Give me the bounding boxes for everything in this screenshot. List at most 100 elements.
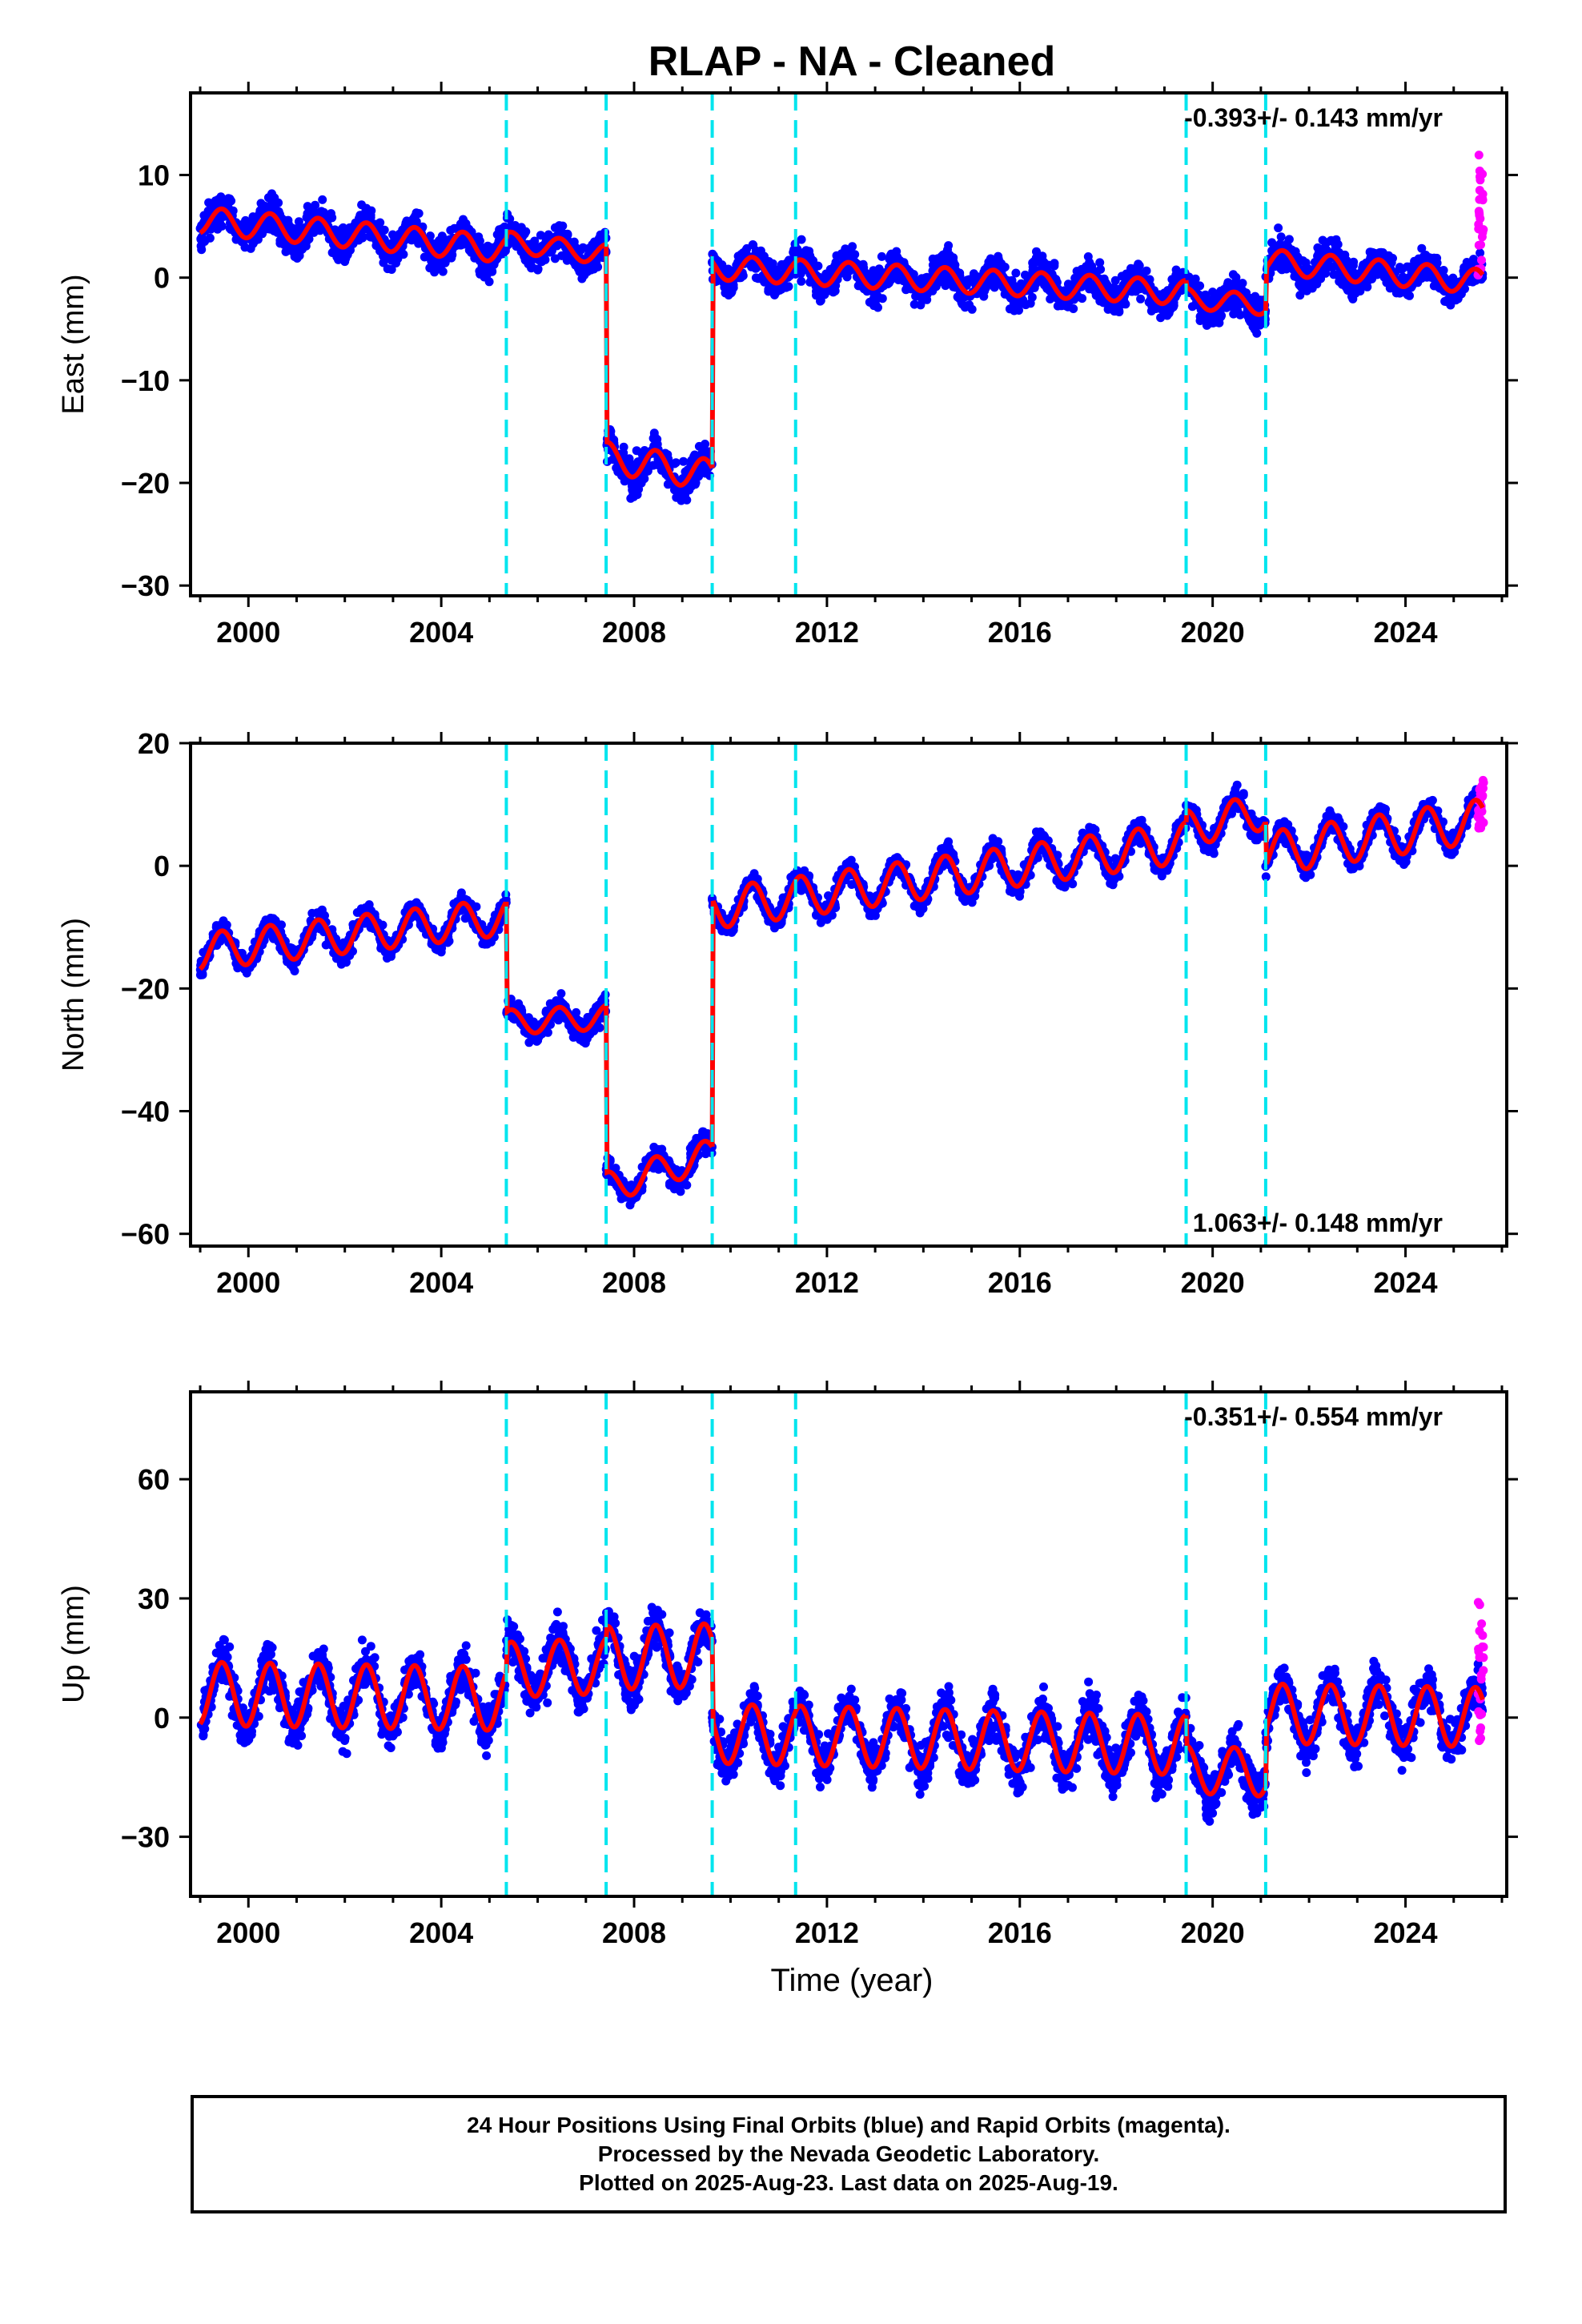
data-point: [1095, 258, 1105, 267]
data-point: [345, 223, 355, 232]
east-panel: 2000 2004 2008 2012 2016 2020 2024−30−20−10010…: [57, 82, 1518, 649]
y-tick-label: −10: [121, 364, 170, 397]
data-point: [1235, 282, 1245, 292]
data-point: [209, 222, 219, 231]
plot-area: [195, 775, 1488, 1210]
north-panel: 2000 2004 2008 2012 2016 2020 2024−60−40−20020…: [57, 727, 1518, 1299]
data-point: [1110, 275, 1120, 285]
data-point: [577, 274, 587, 283]
data-point: [1090, 286, 1099, 296]
data-point: [265, 220, 275, 230]
data-point: [616, 1194, 626, 1204]
data-point: [536, 231, 545, 240]
data-point: [303, 202, 312, 211]
x-tick-label: 2020: [1181, 616, 1245, 649]
data-point: [595, 1023, 604, 1032]
data-point: [1274, 223, 1283, 233]
data-point: [597, 235, 607, 244]
data-point: [628, 490, 638, 500]
data-point: [576, 245, 586, 255]
data-point: [741, 247, 751, 256]
data-point: [1175, 270, 1185, 279]
data-point: [848, 242, 857, 251]
rapid-point: [1477, 255, 1486, 265]
data-point: [226, 225, 235, 234]
x-tick-label: 2000: [216, 616, 280, 649]
data-point: [528, 240, 537, 249]
data-point: [341, 254, 351, 263]
data-point: [699, 442, 709, 452]
data-point: [563, 229, 572, 239]
data-point: [1295, 280, 1304, 290]
data-point: [389, 237, 399, 247]
data-point: [364, 900, 374, 910]
data-point: [438, 267, 448, 276]
data-point: [420, 252, 429, 262]
data-point: [789, 247, 798, 257]
data-point: [685, 485, 694, 495]
data-point: [679, 456, 689, 466]
data-point: [448, 250, 457, 259]
rapid-point: [1474, 151, 1484, 160]
data-point: [1367, 274, 1376, 283]
data-point: [673, 490, 683, 500]
data-point: [545, 999, 555, 1008]
data-point: [749, 240, 758, 250]
data-point: [773, 283, 782, 293]
data-point: [796, 248, 805, 258]
data-point: [980, 286, 990, 296]
data-point: [253, 235, 263, 244]
data-point: [813, 261, 823, 271]
data-point: [1366, 247, 1375, 257]
data-point: [877, 251, 886, 261]
data-point: [891, 255, 901, 265]
data-point: [437, 231, 447, 241]
data-point: [1404, 262, 1414, 271]
plot-area: [195, 151, 1488, 505]
data-point: [630, 480, 640, 490]
y-tick-label: 10: [138, 159, 170, 192]
data-point: [1169, 298, 1178, 308]
rapid-point: [1474, 219, 1484, 229]
data-point: [1117, 271, 1126, 281]
rapid-point: [1478, 189, 1488, 199]
data-point: [1430, 253, 1439, 263]
data-point: [1050, 259, 1059, 268]
data-point: [198, 969, 207, 979]
y-tick-label: −30: [121, 569, 170, 602]
data-point: [1040, 280, 1049, 290]
data-point: [994, 255, 1003, 264]
data-point: [1136, 294, 1146, 304]
data-point: [1195, 281, 1205, 291]
data-point: [197, 232, 207, 242]
data-point: [620, 476, 629, 486]
data-point: [619, 442, 628, 452]
data-point: [425, 231, 435, 241]
data-point: [430, 259, 440, 268]
x-tick-label: 2016: [988, 616, 1052, 649]
data-point: [211, 921, 221, 931]
data-point: [293, 225, 303, 234]
data-point: [1021, 270, 1030, 279]
rate-label: -0.393+/- 0.143 mm/yr: [1184, 103, 1443, 132]
data-point: [1013, 283, 1022, 293]
data-point: [481, 268, 490, 278]
x-tick-label: 2008: [602, 616, 666, 649]
data-point: [1267, 238, 1277, 247]
data-point: [753, 274, 763, 283]
data-point: [1202, 320, 1211, 330]
data-point: [869, 271, 878, 281]
data-point: [399, 250, 408, 259]
data-point: [1348, 260, 1358, 270]
data-point: [965, 275, 974, 284]
rapid-point: [1476, 240, 1485, 250]
data-point: [251, 213, 261, 223]
data-point: [379, 225, 389, 235]
data-point: [1327, 235, 1336, 245]
data-point: [318, 195, 327, 204]
data-point: [411, 211, 420, 221]
data-point: [572, 1007, 581, 1017]
data-point: [1460, 263, 1469, 272]
data-point: [514, 999, 524, 1008]
